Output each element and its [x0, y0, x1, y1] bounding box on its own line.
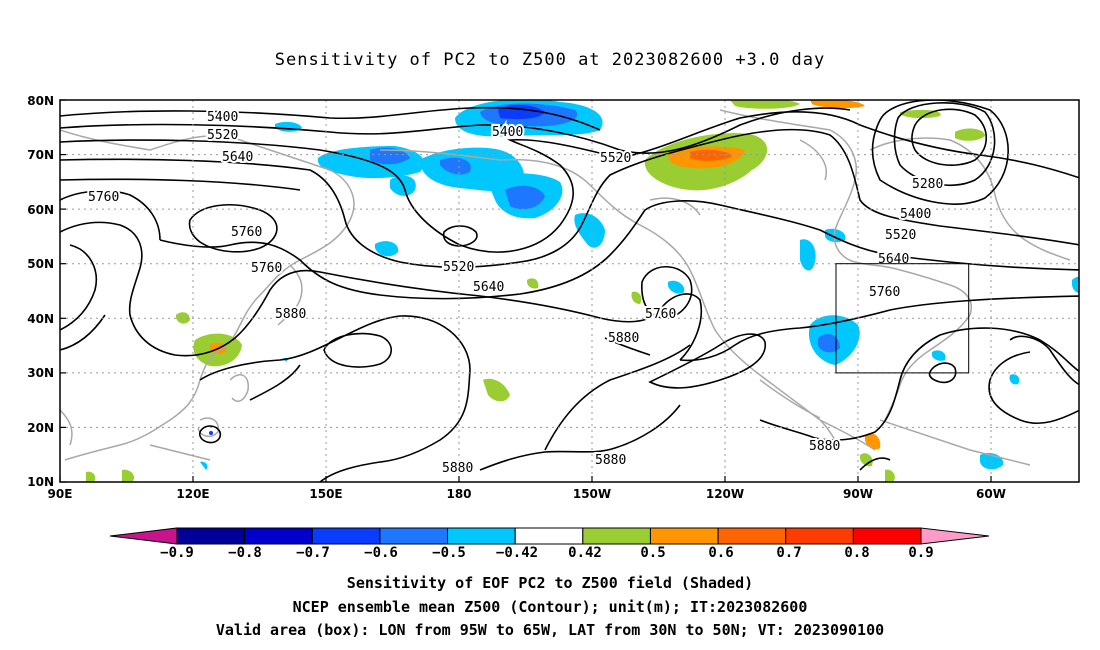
colorbar-box [176, 527, 246, 545]
colorbar-label: 0.42 [568, 545, 602, 561]
colorbar-box [311, 527, 381, 545]
colorbar-label: −0.9 [160, 545, 194, 561]
contour-label: 5280 [912, 177, 943, 192]
contour-label: 5760 [88, 190, 119, 205]
colorbar-box [717, 527, 787, 545]
contour-label: 5640 [473, 280, 504, 295]
colorbar-label: −0.42 [496, 545, 538, 561]
lon-label: 150E [309, 487, 342, 501]
plot-title: Sensitivity of PC2 to Z500 at 2023082600… [274, 50, 826, 70]
colorbar-label: 0.9 [908, 545, 933, 561]
contour-labels: 5400 5520 5640 5760 5760 5760 5880 5400 … [86, 108, 945, 478]
contour-label: 5520 [207, 128, 238, 143]
coastlines [60, 109, 1071, 466]
latitude-labels: 80N 70N 60N 50N 40N 30N 20N 10N [27, 94, 54, 489]
colorbar-box [447, 527, 516, 545]
map-frame [59, 99, 1080, 483]
contour-label: 5640 [222, 150, 253, 165]
lon-label: 120W [706, 487, 744, 501]
lon-label: 90W [843, 487, 873, 501]
contour-label: 5400 [900, 207, 931, 222]
colorbar-boxes [176, 527, 922, 545]
colorbar-label: −0.7 [296, 545, 330, 561]
colorbar-box [785, 527, 854, 545]
colorbar-box [649, 527, 719, 545]
colorbar: −0.9 −0.8 −0.7 −0.6 −0.5 −0.42 0.42 0.5 … [109, 527, 990, 561]
contour-label: 5520 [885, 228, 916, 243]
contour-label: 5760 [231, 225, 262, 240]
contour-label: 5640 [878, 252, 909, 267]
colorbar-box [244, 527, 313, 545]
lat-label: 80N [27, 94, 54, 108]
caption-line-2: NCEP ensemble mean Z500 (Contour); unit(… [292, 598, 808, 616]
z500-contours [60, 100, 1079, 482]
colorbar-box [582, 527, 651, 545]
colorbar-neg-arrow [109, 527, 178, 545]
contour-label: 5880 [608, 331, 639, 346]
colorbar-label: 0.6 [708, 545, 733, 561]
lat-label: 10N [27, 475, 54, 489]
colorbar-box [852, 527, 922, 545]
contour-label: 5400 [207, 110, 238, 125]
longitude-labels: 90E 120E 150E 180 150W 120W 90W 60W [48, 487, 1006, 501]
colorbar-box [379, 527, 449, 545]
colorbar-label: 0.7 [776, 545, 801, 561]
valid-area-box [835, 263, 970, 374]
tropical-contour [198, 425, 222, 444]
contour-label: 5520 [600, 151, 631, 166]
lon-label: 60W [976, 487, 1006, 501]
contour-label: 5400 [492, 125, 523, 140]
lon-label: 150W [573, 487, 611, 501]
colorbar-pos-arrow [920, 527, 990, 545]
contour-label: 5520 [443, 260, 474, 275]
contour-label: 5760 [251, 261, 282, 276]
colorbar-label: −0.8 [228, 545, 262, 561]
lat-label: 40N [27, 312, 54, 326]
grid-lines [60, 100, 1079, 482]
contour-label: 5880 [442, 461, 473, 476]
contour-label: 5760 [869, 285, 900, 300]
contour-label: 5760 [645, 307, 676, 322]
colorbar-label: 0.5 [640, 545, 665, 561]
lat-label: 50N [27, 257, 54, 271]
caption-line-1: Sensitivity of EOF PC2 to Z500 field (Sh… [346, 574, 754, 592]
lat-label: 60N [27, 203, 54, 217]
colorbar-label: −0.6 [364, 545, 398, 561]
lat-label: 30N [27, 366, 54, 380]
lon-label: 180 [446, 487, 471, 501]
lon-label: 120E [176, 487, 209, 501]
colorbar-label: 0.8 [844, 545, 869, 561]
colorbar-label: −0.5 [432, 545, 466, 561]
colorbar-labels: −0.9 −0.8 −0.7 −0.6 −0.5 −0.42 0.42 0.5 … [160, 545, 934, 561]
contour-label: 5880 [275, 307, 306, 322]
caption-line-3: Valid area (box): LON from 95W to 65W, L… [215, 621, 885, 639]
contour-label: 5880 [595, 453, 626, 468]
axis-ticks [59, 99, 992, 483]
lon-label: 90E [48, 487, 73, 501]
lat-label: 70N [27, 148, 54, 162]
colorbar-box [514, 527, 584, 545]
lat-label: 20N [27, 421, 54, 435]
contour-label: 5880 [809, 439, 840, 454]
